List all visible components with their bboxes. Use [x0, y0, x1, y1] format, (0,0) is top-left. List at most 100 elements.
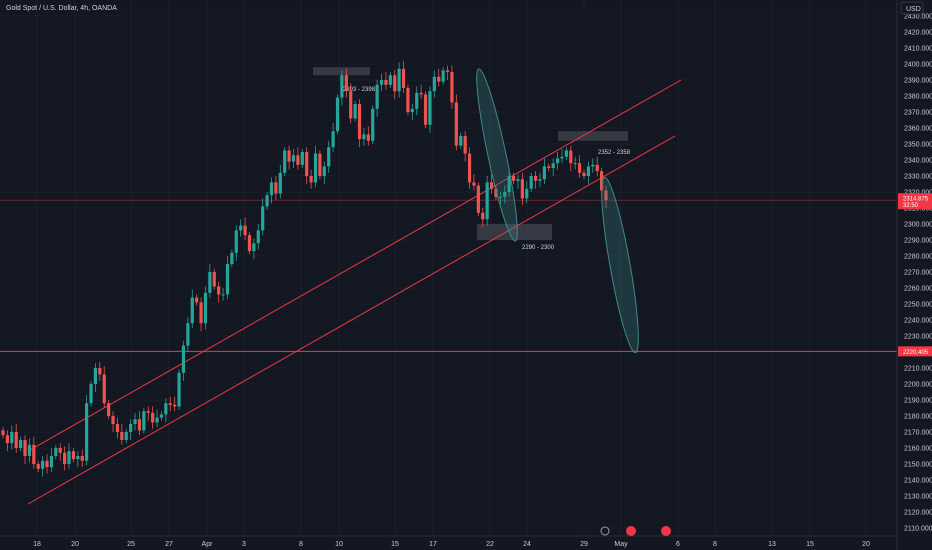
price-tick-label: 2110.000	[904, 526, 932, 533]
ellipse-layer	[470, 67, 646, 355]
candle-body	[331, 131, 335, 148]
candles-layer	[1, 60, 608, 477]
candle-body	[89, 384, 93, 404]
candle-body	[23, 440, 27, 456]
candle-body	[98, 368, 102, 375]
date-tick-label[interactable]: 22	[486, 541, 494, 548]
time-axis-ticks[interactable]: 18 20 25 27 Apr 3 8 10 15 17 22 24 29 May 6 8 13 15 20	[33, 541, 870, 548]
date-tick-label[interactable]: 27	[165, 541, 173, 548]
target-price-value: 2220.405	[903, 350, 929, 356]
candle-body	[349, 91, 353, 119]
price-tick-label: 2290.000	[904, 238, 932, 245]
candle-body	[195, 297, 199, 303]
candle-body	[300, 152, 304, 165]
drop-ellipse[interactable]	[470, 67, 524, 243]
candle-body	[146, 411, 150, 413]
candle-body	[551, 163, 555, 168]
date-tick-label[interactable]: 8	[713, 541, 717, 548]
price-tick-label: 2430.000	[904, 14, 932, 21]
candle-body	[423, 94, 428, 125]
candle-body	[344, 75, 348, 92]
date-tick-label[interactable]: 24	[523, 541, 531, 548]
candle-body	[133, 419, 137, 424]
date-tick-label[interactable]: 25	[127, 541, 135, 548]
candle-body	[49, 456, 54, 468]
zone-layer: 2393 - 2398 2352 - 2358 2290 - 2300	[313, 67, 631, 251]
price-tick-label: 2120.000	[904, 510, 932, 517]
currency-button[interactable]	[900, 1, 924, 15]
price-zone	[477, 224, 552, 240]
date-tick-label[interactable]: 17	[429, 541, 437, 548]
date-tick-label[interactable]: 13	[768, 541, 776, 548]
date-tick-label[interactable]: 15	[806, 541, 814, 548]
candle-body	[393, 75, 397, 92]
candle-body	[305, 152, 309, 176]
date-tick-label[interactable]: 29	[580, 541, 588, 548]
date-tick-label[interactable]: 20	[862, 541, 870, 548]
currency-label: USD	[906, 6, 921, 13]
price-tick-label: 2260.000	[904, 286, 932, 293]
candle-body	[14, 432, 18, 448]
date-tick-label[interactable]: 10	[335, 541, 343, 548]
candle-body	[155, 417, 159, 423]
candle-body	[283, 150, 287, 173]
news-flag-icon[interactable]	[661, 526, 671, 536]
candle-body	[476, 185, 480, 213]
channel-upper-line[interactable]	[27, 79, 682, 452]
price-axis[interactable]	[897, 0, 932, 536]
candle-body	[63, 452, 67, 464]
candle-body	[415, 92, 419, 109]
candle-body	[498, 196, 502, 198]
candle-body	[168, 403, 172, 405]
candle-body	[313, 153, 318, 183]
current-price-tag	[898, 193, 932, 210]
current-price-value: 2314.875	[903, 197, 929, 203]
candle-body	[239, 225, 243, 231]
trendline-layer	[0, 79, 897, 505]
candle-body	[142, 411, 146, 431]
clock-icon[interactable]	[600, 526, 610, 536]
candle-body	[41, 460, 45, 469]
price-tick-label: 2340.000	[904, 158, 932, 165]
price-tick-label: 2200.000	[904, 382, 932, 389]
candle-body	[274, 182, 278, 194]
candle-body	[485, 182, 489, 220]
channel-lower-line[interactable]	[27, 135, 676, 505]
candle-body	[529, 176, 533, 189]
candle-body	[525, 188, 529, 199]
candle-body	[120, 432, 124, 440]
date-tick-label[interactable]: 8	[299, 541, 303, 548]
date-tick-label[interactable]: 6	[676, 541, 680, 548]
date-tick-label[interactable]: 18	[33, 541, 41, 548]
price-tick-label: 2400.000	[904, 62, 932, 69]
candle-body	[401, 68, 406, 88]
candle-body	[318, 153, 322, 176]
candle-body	[454, 102, 458, 146]
candle-body	[441, 70, 445, 82]
candle-body	[542, 166, 546, 180]
candle-body	[208, 272, 212, 293]
candle-body	[419, 92, 423, 95]
projection-ellipse[interactable]	[595, 176, 646, 355]
candle-body	[85, 403, 89, 461]
date-tick-label[interactable]: 20	[71, 541, 79, 548]
event-icons[interactable]	[600, 526, 671, 536]
candle-body	[203, 292, 208, 324]
candle-body	[137, 419, 142, 431]
date-tick-label[interactable]: Apr	[202, 541, 214, 548]
candle-body	[450, 72, 454, 103]
date-tick-label[interactable]: 15	[391, 541, 399, 548]
candle-body	[384, 80, 388, 85]
candle-body	[230, 252, 234, 264]
price-tick-label: 2170.000	[904, 430, 932, 437]
candle-body	[151, 412, 155, 423]
date-tick-label[interactable]: May	[614, 541, 628, 548]
date-tick-label[interactable]: 3	[242, 541, 246, 548]
candle-body	[129, 424, 133, 432]
price-tick-label: 2360.000	[904, 126, 932, 133]
price-zone-label: 2290 - 2300	[522, 245, 555, 251]
news-flag-icon[interactable]	[626, 526, 636, 536]
